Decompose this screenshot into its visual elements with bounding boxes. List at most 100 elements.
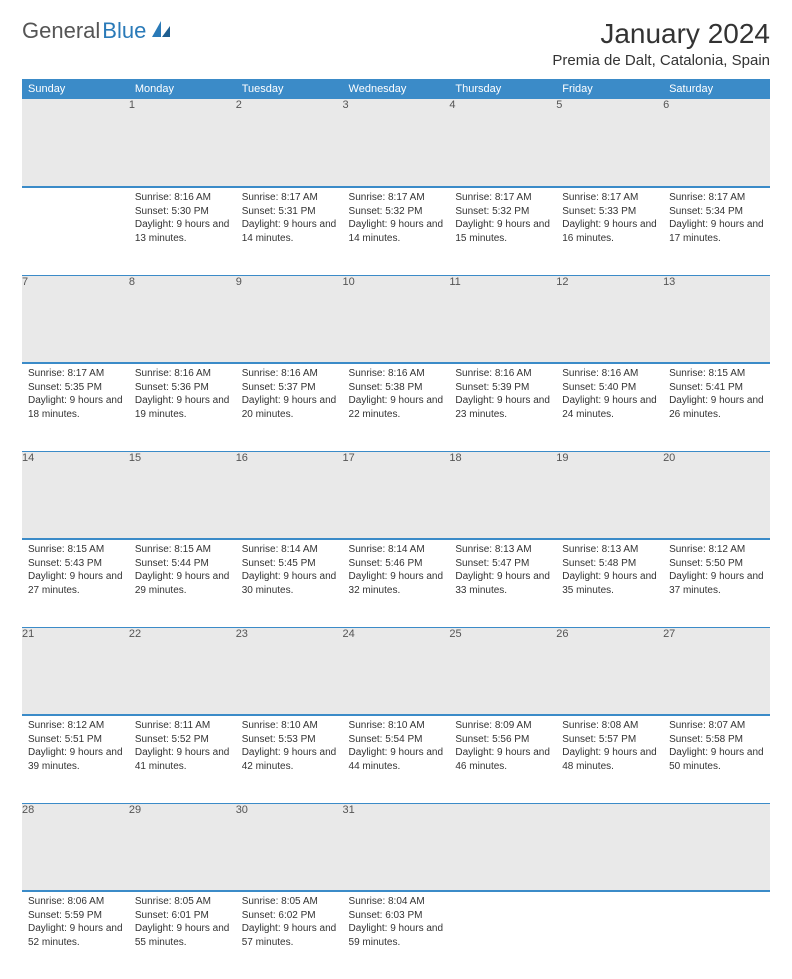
day-details: Sunrise: 8:10 AMSunset: 5:53 PMDaylight:… [236,716,343,779]
day-cell: Sunrise: 8:12 AMSunset: 5:50 PMDaylight:… [663,539,770,627]
day-cell: Sunrise: 8:17 AMSunset: 5:34 PMDaylight:… [663,187,770,275]
day-details: Sunrise: 8:17 AMSunset: 5:33 PMDaylight:… [556,188,663,251]
day-cell: Sunrise: 8:07 AMSunset: 5:58 PMDaylight:… [663,715,770,803]
day-number-cell: 16 [236,451,343,539]
day-number-cell: 3 [343,99,450,187]
day-number-cell: 28 [22,803,129,891]
day-cell: Sunrise: 8:12 AMSunset: 5:51 PMDaylight:… [22,715,129,803]
day-number-cell: 14 [22,451,129,539]
weekday-header: Wednesday [343,79,450,99]
day-details: Sunrise: 8:10 AMSunset: 5:54 PMDaylight:… [343,716,450,779]
weekday-header: Tuesday [236,79,343,99]
day-cell: Sunrise: 8:15 AMSunset: 5:44 PMDaylight:… [129,539,236,627]
day-details: Sunrise: 8:16 AMSunset: 5:38 PMDaylight:… [343,364,450,427]
day-details: Sunrise: 8:05 AMSunset: 6:02 PMDaylight:… [236,892,343,955]
day-details: Sunrise: 8:15 AMSunset: 5:43 PMDaylight:… [22,540,129,603]
day-cell: Sunrise: 8:14 AMSunset: 5:45 PMDaylight:… [236,539,343,627]
day-cell: Sunrise: 8:16 AMSunset: 5:30 PMDaylight:… [129,187,236,275]
day-content-row: Sunrise: 8:16 AMSunset: 5:30 PMDaylight:… [22,187,770,275]
day-content-row: Sunrise: 8:17 AMSunset: 5:35 PMDaylight:… [22,363,770,451]
month-title: January 2024 [552,18,770,50]
day-cell: Sunrise: 8:11 AMSunset: 5:52 PMDaylight:… [129,715,236,803]
day-cell: Sunrise: 8:15 AMSunset: 5:43 PMDaylight:… [22,539,129,627]
day-details: Sunrise: 8:17 AMSunset: 5:32 PMDaylight:… [343,188,450,251]
day-details: Sunrise: 8:08 AMSunset: 5:57 PMDaylight:… [556,716,663,779]
day-cell: Sunrise: 8:17 AMSunset: 5:35 PMDaylight:… [22,363,129,451]
logo-sail-icon [150,19,172,44]
day-cell-empty [663,891,770,979]
day-content-row: Sunrise: 8:12 AMSunset: 5:51 PMDaylight:… [22,715,770,803]
day-cell: Sunrise: 8:16 AMSunset: 5:37 PMDaylight:… [236,363,343,451]
day-cell: Sunrise: 8:16 AMSunset: 5:36 PMDaylight:… [129,363,236,451]
title-block: January 2024 Premia de Dalt, Catalonia, … [552,18,770,69]
day-number-cell: 23 [236,627,343,715]
day-details: Sunrise: 8:04 AMSunset: 6:03 PMDaylight:… [343,892,450,955]
day-number-cell: 19 [556,451,663,539]
day-number-cell: 5 [556,99,663,187]
day-number-row: 28293031 [22,803,770,891]
day-details: Sunrise: 8:07 AMSunset: 5:58 PMDaylight:… [663,716,770,779]
day-number-cell: 22 [129,627,236,715]
day-cell: Sunrise: 8:10 AMSunset: 5:53 PMDaylight:… [236,715,343,803]
day-cell: Sunrise: 8:04 AMSunset: 6:03 PMDaylight:… [343,891,450,979]
day-number-cell: 25 [449,627,556,715]
day-number-cell: 15 [129,451,236,539]
day-number-empty [663,803,770,891]
day-details: Sunrise: 8:14 AMSunset: 5:46 PMDaylight:… [343,540,450,603]
day-number-cell: 24 [343,627,450,715]
weekday-header: Sunday [22,79,129,99]
day-number-cell: 1 [129,99,236,187]
day-cell: Sunrise: 8:16 AMSunset: 5:40 PMDaylight:… [556,363,663,451]
day-cell: Sunrise: 8:06 AMSunset: 5:59 PMDaylight:… [22,891,129,979]
weekday-row: SundayMondayTuesdayWednesdayThursdayFrid… [22,79,770,99]
day-cell: Sunrise: 8:13 AMSunset: 5:48 PMDaylight:… [556,539,663,627]
weekday-header: Saturday [663,79,770,99]
day-details: Sunrise: 8:13 AMSunset: 5:48 PMDaylight:… [556,540,663,603]
day-number-row: 21222324252627 [22,627,770,715]
logo: GeneralBlue [22,18,172,44]
day-number-cell: 21 [22,627,129,715]
day-number-row: 78910111213 [22,275,770,363]
weekday-header: Friday [556,79,663,99]
day-content-row: Sunrise: 8:15 AMSunset: 5:43 PMDaylight:… [22,539,770,627]
day-number-cell: 10 [343,275,450,363]
day-cell-empty [556,891,663,979]
weekday-header: Thursday [449,79,556,99]
day-details: Sunrise: 8:16 AMSunset: 5:40 PMDaylight:… [556,364,663,427]
day-number-cell: 8 [129,275,236,363]
day-cell: Sunrise: 8:17 AMSunset: 5:31 PMDaylight:… [236,187,343,275]
day-details: Sunrise: 8:13 AMSunset: 5:47 PMDaylight:… [449,540,556,603]
day-details: Sunrise: 8:15 AMSunset: 5:41 PMDaylight:… [663,364,770,427]
day-number-cell: 4 [449,99,556,187]
day-number-cell: 17 [343,451,450,539]
day-number-empty [556,803,663,891]
day-cell: Sunrise: 8:15 AMSunset: 5:41 PMDaylight:… [663,363,770,451]
day-number-cell: 2 [236,99,343,187]
day-details: Sunrise: 8:16 AMSunset: 5:37 PMDaylight:… [236,364,343,427]
day-number-cell: 20 [663,451,770,539]
day-number-cell: 30 [236,803,343,891]
day-number-cell: 12 [556,275,663,363]
day-number-cell: 13 [663,275,770,363]
calendar-body: 123456Sunrise: 8:16 AMSunset: 5:30 PMDay… [22,99,770,979]
day-number-cell: 27 [663,627,770,715]
day-cell: Sunrise: 8:17 AMSunset: 5:32 PMDaylight:… [449,187,556,275]
day-cell: Sunrise: 8:05 AMSunset: 6:01 PMDaylight:… [129,891,236,979]
day-number-row: 14151617181920 [22,451,770,539]
day-cell: Sunrise: 8:09 AMSunset: 5:56 PMDaylight:… [449,715,556,803]
calendar-head: SundayMondayTuesdayWednesdayThursdayFrid… [22,79,770,99]
logo-text-blue: Blue [102,18,146,44]
day-number-cell: 6 [663,99,770,187]
day-number-cell: 7 [22,275,129,363]
day-number-row: 123456 [22,99,770,187]
day-number-cell: 18 [449,451,556,539]
day-cell: Sunrise: 8:10 AMSunset: 5:54 PMDaylight:… [343,715,450,803]
day-number-empty [449,803,556,891]
day-details: Sunrise: 8:16 AMSunset: 5:36 PMDaylight:… [129,364,236,427]
day-cell: Sunrise: 8:16 AMSunset: 5:39 PMDaylight:… [449,363,556,451]
location-text: Premia de Dalt, Catalonia, Spain [552,52,770,69]
day-details: Sunrise: 8:05 AMSunset: 6:01 PMDaylight:… [129,892,236,955]
day-details: Sunrise: 8:17 AMSunset: 5:35 PMDaylight:… [22,364,129,427]
day-number-cell: 26 [556,627,663,715]
day-number-cell: 9 [236,275,343,363]
